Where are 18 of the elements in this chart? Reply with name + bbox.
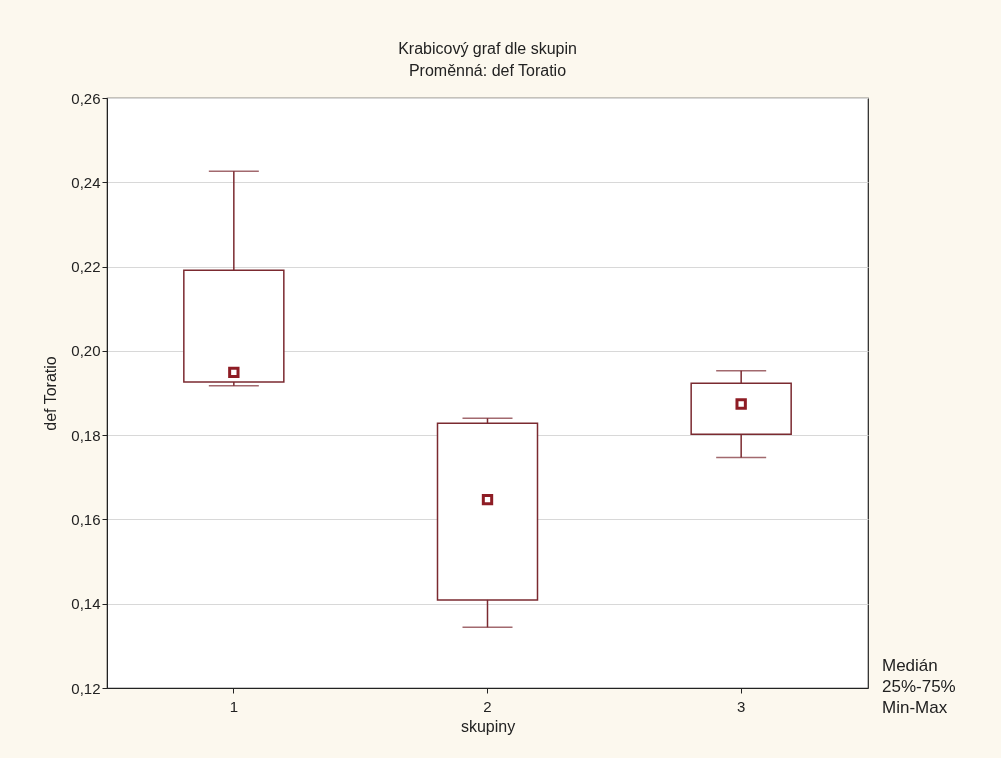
y-tick-label: 0,14	[71, 595, 101, 613]
x-tick-label: 1	[229, 697, 239, 715]
y-tick-label: 0,24	[71, 173, 101, 191]
x-axis-title: skupiny	[460, 717, 516, 735]
y-tick-label: 0,26	[71, 89, 101, 107]
y-tick-label: 0,16	[71, 510, 101, 528]
y-tick-label: 0,18	[71, 426, 101, 444]
text: 25%-75%	[882, 677, 956, 696]
text: Medián	[882, 656, 938, 675]
x-tick-label: 2	[483, 697, 492, 715]
y-tick-label: 0,20	[71, 342, 101, 360]
y-tick-label: 0,22	[71, 258, 101, 276]
chart-subtitle: Proměnná: def Toratio	[408, 62, 567, 79]
y-tick-label: 0,12	[71, 679, 101, 697]
y-axis-title: def Toratio	[42, 356, 60, 431]
chart-title: Krabicový graf dle skupin	[398, 40, 577, 57]
text: Min-Max	[882, 698, 948, 717]
x-tick-label: 3	[736, 697, 746, 715]
